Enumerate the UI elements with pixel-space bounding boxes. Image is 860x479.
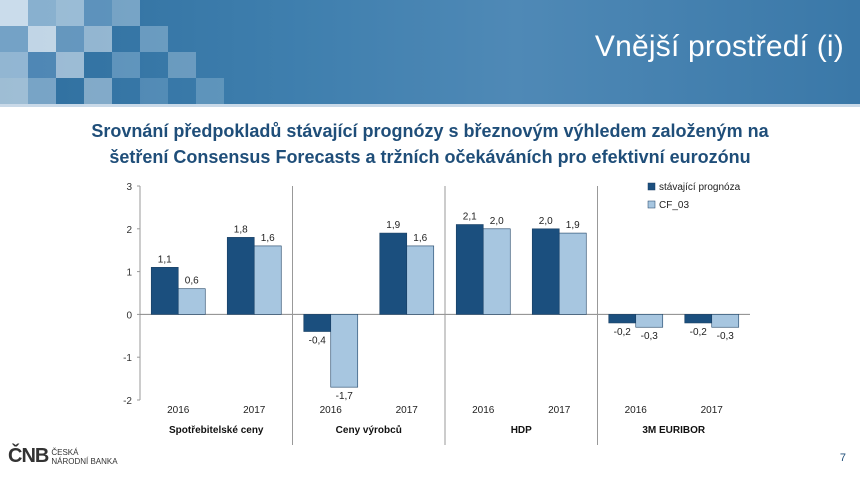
group-label: Ceny výrobců	[336, 424, 402, 436]
legend-label: CF_03	[659, 200, 689, 211]
data-label: 1,8	[234, 224, 248, 235]
data-label: 1,1	[158, 254, 172, 265]
bar	[177, 288, 206, 315]
cnb-logo-text-2: NÁRODNÍ BANKA	[51, 456, 118, 466]
x-tick-label: 2016	[625, 405, 648, 416]
y-tick-label: 0	[126, 310, 132, 321]
data-label: -0,3	[641, 331, 659, 342]
bar	[330, 314, 359, 388]
bar	[608, 314, 637, 324]
bar	[531, 228, 560, 315]
data-label: -1,7	[336, 391, 354, 402]
data-label: 1,6	[413, 233, 427, 244]
header-divider	[0, 104, 860, 107]
mosaic-decoration	[0, 0, 224, 104]
y-tick-label: 2	[126, 225, 132, 236]
y-tick-label: 3	[126, 182, 132, 193]
cnb-logo: ČNB ČESKÁ NÁRODNÍ BANKA	[8, 445, 118, 468]
bar-chart: -2 -1 0 1 2 3 1,1 0,6 2016 1,8 1,6 2017 Spotřebitels…	[123, 182, 750, 445]
legend-swatch	[647, 200, 656, 209]
chart-title: Srovnání předpokladů stávající prognózy …	[60, 118, 800, 170]
y-tick-label: 1	[126, 268, 132, 279]
cnb-logo-text: ČESKÁ NÁRODNÍ BANKA	[51, 448, 117, 466]
bar	[303, 314, 332, 332]
data-label: 1,9	[386, 220, 400, 231]
bar	[379, 232, 408, 315]
data-label: 0,6	[185, 276, 199, 287]
data-label: 2,1	[463, 212, 477, 223]
data-label: 1,6	[261, 233, 275, 244]
y-tick-label: -1	[123, 353, 132, 364]
data-label: 2,0	[490, 216, 504, 227]
x-tick-label: 2016	[320, 405, 343, 416]
x-tick-label: 2016	[472, 405, 495, 416]
x-tick-label: 2016	[167, 405, 190, 416]
chart-title-line-1: Srovnání předpokladů stávající prognózy …	[91, 121, 769, 141]
x-tick-label: 2017	[701, 405, 724, 416]
bar	[253, 245, 282, 315]
data-label: -0,4	[309, 336, 327, 347]
header-banner: Vnější prostředí (i)	[0, 0, 860, 104]
bar	[558, 232, 587, 315]
cnb-logo-text-1: ČESKÁ	[51, 447, 79, 457]
chart-title-line-2: šetření Consensus Forecasts a tržních oč…	[109, 147, 751, 167]
legend-swatch	[647, 182, 656, 191]
bar	[711, 314, 740, 328]
cnb-logo-mark: ČNB	[8, 445, 49, 467]
group-label: HDP	[511, 425, 532, 436]
group-label: 3M EURIBOR	[642, 425, 706, 436]
bar	[226, 237, 255, 315]
y-tick-label: -2	[123, 396, 132, 407]
slide-title: Vnější prostředí (i)	[594, 30, 844, 63]
page-number: 7	[839, 452, 846, 464]
bar	[150, 267, 179, 315]
bar	[635, 314, 664, 328]
group-label: Spotřebitelské ceny	[169, 425, 264, 436]
data-label: -0,2	[690, 327, 708, 338]
data-label: -0,2	[614, 327, 632, 338]
x-tick-label: 2017	[548, 405, 571, 416]
data-label: -0,3	[717, 331, 735, 342]
data-label: 1,9	[566, 220, 580, 231]
bar	[482, 228, 511, 315]
legend-label: stávající prognóza	[659, 182, 741, 193]
bar	[455, 224, 484, 315]
bar	[406, 245, 435, 315]
data-label: 2,0	[539, 216, 553, 227]
x-tick-label: 2017	[396, 405, 419, 416]
x-tick-label: 2017	[243, 405, 266, 416]
bar	[684, 314, 713, 324]
